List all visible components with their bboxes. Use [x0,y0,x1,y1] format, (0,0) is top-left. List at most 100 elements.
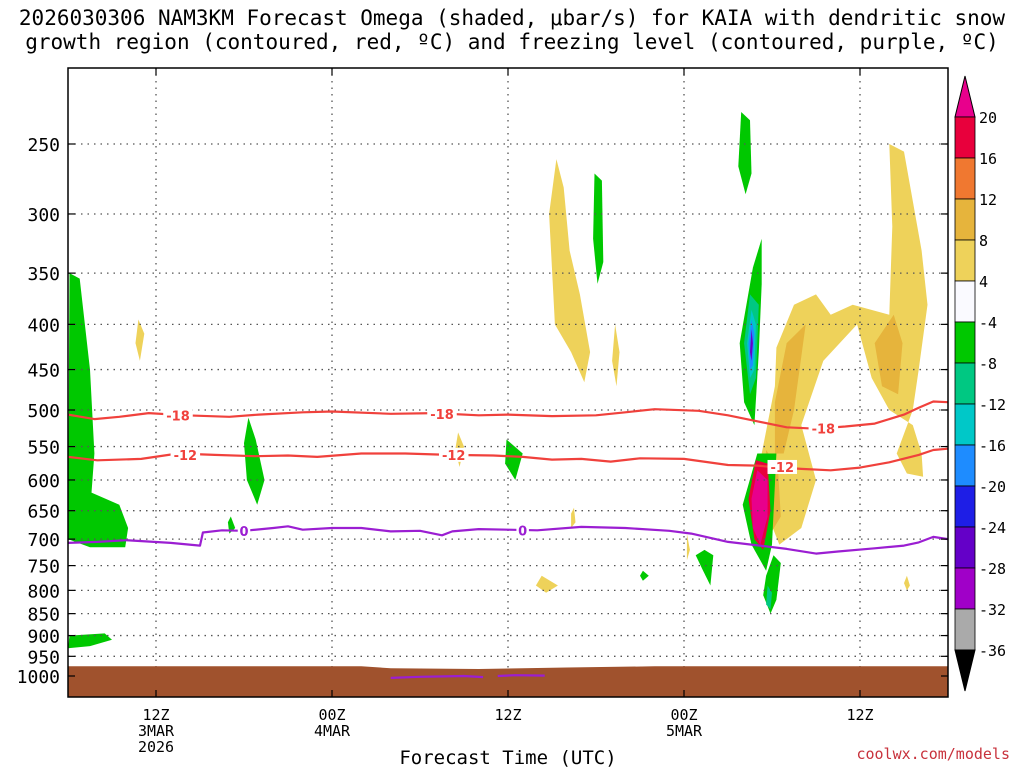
x-tick-label: 00Z [670,706,697,724]
contour-label-bg [516,523,529,538]
colorbar-swatch [954,116,976,159]
contours [68,400,948,679]
colorbar-label: 20 [979,109,997,127]
y-tick-label: 350 [27,264,60,285]
contour-label: 0 [518,524,527,539]
colorbar-swatch [954,362,976,405]
omega-region [244,417,265,505]
omega-region [738,112,752,195]
x-tick-label: 5MAR [666,722,703,740]
y-tick-label: 550 [27,438,60,459]
x-tick-label: 00Z [318,706,345,724]
omega-region [593,173,604,284]
colorbar-label: -4 [979,314,997,332]
surface-freezing-line [497,674,545,678]
y-tick-label: 450 [27,361,60,382]
omega-region [68,273,129,548]
colorbar-label: -16 [979,437,1006,455]
omega-region [549,159,591,383]
temperature-contour-line [68,447,948,472]
contour-label-bg [170,447,201,462]
omega-shading [68,112,928,649]
chart-title-line1: 2026030306 NAM3KM Forecast Omega (shaded… [18,6,1006,30]
colorbar-swatch [954,444,976,487]
colorbar-swatch [954,608,976,651]
x-tick-label: 2026 [138,738,174,756]
contour-label: -18 [166,409,190,424]
surface-freezing-line [390,674,484,679]
contour-label: -18 [430,408,454,423]
y-tick-label: 400 [27,315,60,336]
colorbar-label: -12 [979,396,1006,414]
x-tick-label: 12Z [494,706,521,724]
colorbar-swatch [954,157,976,200]
contour-label-bg [767,459,798,474]
colorbar-label: 8 [979,232,988,250]
grid [68,68,948,697]
colorbar-swatch [954,567,976,610]
temperature-contour-line [68,400,948,430]
omega-region [904,575,910,591]
colorbar-label: -20 [979,478,1006,496]
terrain [68,666,948,697]
colorbar-swatch [954,485,976,528]
colorbar-label: -36 [979,642,1006,660]
colorbar-bottom-arrow [954,649,976,692]
omega-region [571,507,576,528]
omega-region [761,144,928,545]
omega-region [695,549,714,586]
colorbar: 20 16 12 8 4 -4 -8 -12 -16 -20 -24 -28 -32 -36 [954,75,1006,692]
colorbar-swatch [954,280,976,323]
colorbar-swatch [954,321,976,364]
omega-region [612,324,620,387]
contour-label: -12 [771,461,795,476]
y-tick-label: 250 [27,135,60,156]
contour-label-bg [163,408,193,423]
contour-labels: -18 -18 -18 -12 -12 -12 0 0 [163,406,839,540]
y-tick-label: 950 [27,647,60,668]
contour-label: -12 [442,449,466,464]
y-tick-label: 300 [27,205,60,226]
x-tick-label: 12Z [846,706,873,724]
omega-region [68,633,112,649]
omega-region [751,470,768,545]
colorbar-swatch [954,403,976,446]
contour-label-bg [808,421,839,436]
y-tick-label: 1000 [17,667,60,688]
colorbar-label: -28 [979,560,1006,578]
x-tick-label: 3MAR [138,722,175,740]
colorbar-label: -24 [979,519,1006,537]
contour-label: 0 [239,525,248,540]
colorbar-label: 12 [979,191,997,209]
omega-region [766,585,772,610]
x-tick-label: 12Z [142,706,169,724]
colorbar-swatch [954,526,976,569]
colorbar-label: -32 [979,601,1006,619]
y-tick-label: 600 [27,471,60,492]
plot-frame [67,67,949,698]
credit-text: coolwx.com/models [856,745,1010,763]
omega-region [774,324,806,454]
omega-region [135,319,145,361]
y-tick-label: 900 [27,627,60,648]
colorbar-top-arrow [954,75,976,118]
y-axis: 2503003504004505005506006507007508008509… [17,135,948,688]
x-tick-label: 4MAR [314,722,351,740]
contour-label-bg [438,447,469,462]
terrain-fill [68,666,948,697]
contour-label: -12 [174,449,198,464]
omega-region [750,329,753,361]
contour-label-bg [237,523,251,538]
omega-region [874,314,903,395]
y-tick-label: 750 [27,557,60,578]
x-axis-label: Forecast Time (UTC) [399,747,616,768]
omega-region [535,575,558,593]
omega-region [686,533,690,561]
omega-region [640,570,649,581]
colorbar-label: 16 [979,150,997,168]
chart-title-line2: growth region (contoured, red, ºC) and f… [25,30,999,54]
colorbar-swatch [954,198,976,241]
colorbar-label: -8 [979,355,997,373]
omega-region [227,516,236,534]
